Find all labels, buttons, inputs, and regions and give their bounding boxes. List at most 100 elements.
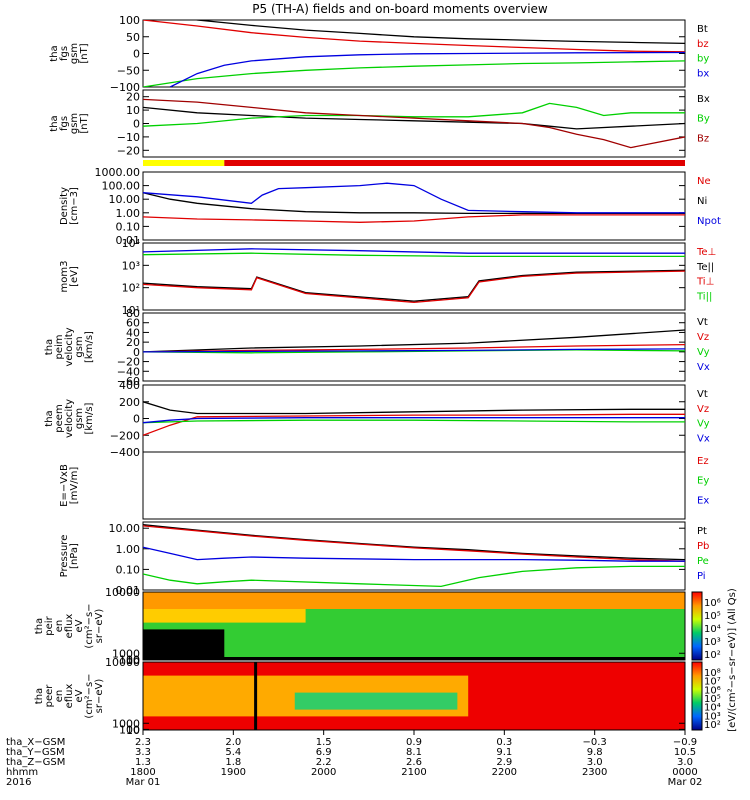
y-axis-label: gsm bbox=[74, 336, 85, 357]
series-line-bx bbox=[169, 51, 685, 87]
series-line-ne bbox=[143, 214, 685, 223]
y-axis-label: (cm²−s− bbox=[84, 673, 95, 718]
colorbar-tick-label: 10² bbox=[704, 720, 721, 731]
colorbar-tick-label: 10⁶ bbox=[704, 685, 721, 696]
y-tick-label: −20 bbox=[117, 144, 140, 157]
panel-frame bbox=[142, 451, 686, 520]
colorbar-tick-label: 10⁴ bbox=[704, 624, 721, 635]
mode-bar-fast bbox=[224, 160, 686, 166]
series-line-pb bbox=[143, 525, 685, 562]
panel-1: 100 50 0 −50 −100 tha fgs gsm [nT] Bt bz by bx bbox=[49, 14, 709, 94]
x-tick-label: 1.3 bbox=[135, 757, 151, 768]
y-axis-label: sr−eV) bbox=[94, 609, 105, 644]
y-axis-label: [mV/m] bbox=[69, 467, 80, 505]
legend-entry: Pb bbox=[697, 541, 709, 552]
series-line-ti bbox=[143, 252, 685, 258]
y-tick-label: 100 bbox=[119, 653, 140, 666]
y-tick-label: 10.00 bbox=[109, 193, 141, 206]
colorbar-tick-label: 10³ bbox=[704, 637, 721, 648]
y-axis-label: [km/s] bbox=[84, 402, 95, 434]
y-tick-label: 60 bbox=[126, 317, 140, 330]
series-line-vy bbox=[143, 419, 685, 424]
legend-entry: Pt bbox=[697, 526, 707, 537]
y-axis-label: eV bbox=[74, 689, 85, 702]
legend-entry: Vz bbox=[697, 332, 709, 343]
y-axis-label: (cm²−s− bbox=[84, 603, 95, 648]
y-tick-label: 1000 bbox=[112, 647, 140, 660]
panel-8: 10.00 1.00 0.10 0.01 Pressure [nPa] Pt Pb Pe Pi bbox=[59, 521, 709, 597]
y-tick-label: −20 bbox=[117, 356, 140, 369]
x-tick-label: 2.3 bbox=[135, 737, 151, 748]
legend-entry: Vy bbox=[697, 419, 710, 430]
colorbar-tick-label: 10² bbox=[704, 650, 721, 661]
y-axis-label: [nPa] bbox=[69, 543, 80, 569]
y-axis-label: velocity bbox=[64, 399, 75, 438]
legend-entry: Vt bbox=[697, 317, 708, 328]
panel-7: E=−VxB [mV/m] Ez Ey Ex bbox=[59, 451, 709, 520]
x-tick-label: 9.8 bbox=[587, 747, 603, 758]
y-tick-label: 10.00 bbox=[109, 522, 141, 535]
panel-4: 10⁴ 10³ 10² 10¹ mom3 [eV] Te⊥ Te|| Ti⊥ Ti|| bbox=[59, 237, 716, 317]
y-tick-label: 20 bbox=[126, 91, 140, 104]
series-line-vx bbox=[143, 417, 685, 424]
legend-entry: by bbox=[697, 54, 709, 65]
y-axis-label: [eV] bbox=[69, 266, 80, 287]
series-line-te bbox=[143, 270, 685, 304]
y-axis-label: E=−VxB bbox=[59, 464, 70, 507]
x-tick-label: 2200 bbox=[492, 767, 517, 778]
series-line-ni bbox=[143, 192, 685, 215]
x-tick-label: −0.3 bbox=[583, 737, 607, 748]
series-line-pe bbox=[143, 565, 685, 588]
spectrogram-gap bbox=[143, 629, 225, 660]
y-axis-label: mom3 bbox=[59, 261, 70, 293]
x-tick-label: 1800 bbox=[130, 767, 155, 778]
x-tick-label: 1.8 bbox=[225, 757, 241, 768]
x-tick-label: 2000 bbox=[311, 767, 336, 778]
legend-entry: Vt bbox=[697, 389, 708, 400]
y-axis-label: velocity bbox=[64, 327, 75, 366]
y-tick-label: 10² bbox=[122, 282, 140, 295]
y-axis-label: [nT] bbox=[79, 113, 90, 133]
y-tick-label: 10 bbox=[126, 104, 140, 117]
colorbar-label: [eV/(cm²−s−sr−eV)] (All Qs) bbox=[727, 588, 738, 732]
series-line-vx bbox=[143, 348, 685, 353]
y-axis-label: en bbox=[54, 620, 65, 633]
y-tick-label: 1000.00 bbox=[95, 166, 141, 179]
series-line-vt bbox=[143, 329, 685, 353]
y-tick-label: 50 bbox=[126, 31, 140, 44]
x-tick-label: Mar 02 bbox=[668, 777, 703, 788]
spectrogram-floor bbox=[143, 657, 685, 660]
series-group bbox=[143, 523, 685, 588]
panel-frame bbox=[142, 521, 686, 591]
y-axis-label: peem bbox=[54, 404, 65, 432]
y-tick-label: −400 bbox=[110, 446, 140, 459]
legend-entry: Bt bbox=[697, 24, 708, 35]
series-line-vz bbox=[143, 343, 685, 353]
y-axis-label: peim bbox=[54, 334, 65, 359]
legend-entry: Vy bbox=[697, 347, 710, 358]
series-line-pi bbox=[143, 546, 685, 562]
x-tick-label: 0000 bbox=[672, 767, 697, 778]
colorbar-tick-label: 10⁷ bbox=[704, 677, 721, 688]
y-tick-label: 40 bbox=[126, 326, 140, 339]
y-tick-label: 0.10 bbox=[116, 220, 141, 233]
series-line-vt bbox=[143, 401, 685, 415]
y-axis-label: gsm bbox=[74, 408, 85, 429]
series-line-bz bbox=[143, 98, 685, 149]
y-tick-label: 0 bbox=[133, 118, 140, 131]
y-axis-label: gsm bbox=[69, 113, 80, 134]
colorbar-tick-label: 10⁵ bbox=[704, 611, 721, 622]
x-axis-table: tha_X−GSMtha_Y−GSMtha_Z−GSMhhmm20162.33.… bbox=[6, 730, 702, 788]
legend-entry: Npot bbox=[697, 216, 721, 227]
y-axis-label: tha bbox=[49, 115, 60, 131]
x-row-label: tha_Y−GSM bbox=[6, 747, 65, 758]
colorbar-tick-label: 10⁶ bbox=[704, 598, 721, 609]
y-tick-label: 0 bbox=[133, 48, 140, 61]
panel-frame bbox=[142, 89, 686, 158]
y-axis-label: tha bbox=[49, 45, 60, 61]
y-axis-label: tha bbox=[34, 618, 45, 634]
y-tick-label: −10 bbox=[117, 131, 140, 144]
y-tick-label: 0.01 bbox=[116, 584, 141, 597]
